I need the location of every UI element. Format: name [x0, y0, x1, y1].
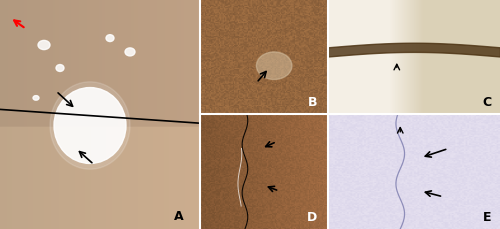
Text: E: E: [483, 210, 492, 223]
Ellipse shape: [50, 82, 130, 169]
Text: A: A: [174, 209, 184, 222]
Ellipse shape: [38, 41, 50, 50]
Ellipse shape: [54, 88, 126, 164]
Text: C: C: [482, 96, 492, 109]
Text: D: D: [307, 210, 318, 223]
Text: B: B: [308, 96, 318, 109]
Ellipse shape: [125, 49, 135, 57]
Ellipse shape: [256, 53, 292, 80]
Ellipse shape: [33, 96, 39, 101]
Ellipse shape: [106, 35, 114, 42]
Ellipse shape: [56, 65, 64, 72]
